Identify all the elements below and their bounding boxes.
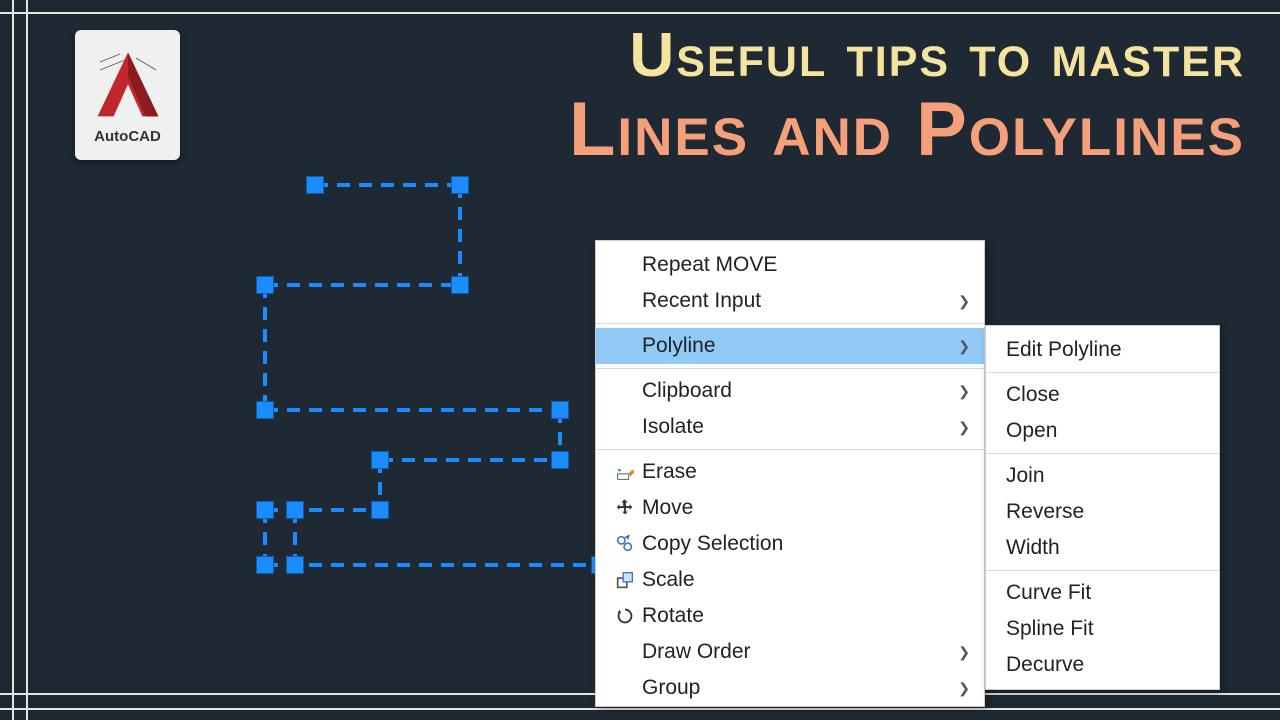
polyline-segment[interactable] [265,563,600,567]
menu-item-label: Draw Order [642,640,958,664]
menu-item-copy-selection[interactable]: Copy Selection [596,526,984,562]
polyline-segment[interactable] [263,285,267,410]
grip-handle[interactable] [306,176,324,194]
menu-item-curve-fit[interactable]: Curve Fit [986,575,1219,611]
menu-item-edit-polyline[interactable]: Edit Polyline [986,332,1219,368]
menu-separator [986,570,1219,571]
grip-handle[interactable] [371,501,389,519]
frame-line [0,708,1280,710]
menu-item-isolate[interactable]: Isolate❯ [596,409,984,445]
menu-separator [596,449,984,450]
menu-item-label: Copy Selection [642,532,970,556]
frame-line [12,0,14,720]
polyline-segment[interactable] [380,458,560,462]
menu-item-label: Group [642,676,958,700]
menu-item-spline-fit[interactable]: Spline Fit [986,611,1219,647]
scale-icon [608,569,642,591]
grip-handle[interactable] [256,401,274,419]
grip-handle[interactable] [551,401,569,419]
menu-item-recent-input[interactable]: Recent Input❯ [596,283,984,319]
menu-item-decurve[interactable]: Decurve [986,647,1219,683]
menu-separator [596,323,984,324]
context-menu[interactable]: Repeat MOVERecent Input❯Polyline❯Clipboa… [595,240,985,707]
menu-item-join[interactable]: Join [986,458,1219,494]
menu-item-draw-order[interactable]: Draw Order❯ [596,634,984,670]
menu-item-label: Repeat MOVE [642,253,970,277]
menu-item-label: Width [1006,536,1205,560]
grip-handle[interactable] [451,276,469,294]
menu-item-clipboard[interactable]: Clipboard❯ [596,373,984,409]
polyline-segment[interactable] [315,183,460,187]
erase-icon [608,461,642,483]
grip-handle[interactable] [551,451,569,469]
grip-handle[interactable] [371,451,389,469]
menu-item-label: Polyline [642,334,958,358]
autocad-a-icon [88,46,168,126]
frame-line [26,0,28,720]
rotate-icon [608,605,642,627]
title-line-2: Lines and Polylines [569,86,1245,173]
grip-handle[interactable] [256,276,274,294]
copy-icon [608,533,642,555]
menu-item-group[interactable]: Group❯ [596,670,984,706]
autocad-label: AutoCAD [94,128,161,145]
autocad-logo: AutoCAD [75,30,180,160]
menu-item-label: Move [642,496,970,520]
menu-item-label: Close [1006,383,1205,407]
grip-handle[interactable] [256,501,274,519]
menu-item-label: Erase [642,460,970,484]
menu-item-width[interactable]: Width [986,530,1219,566]
menu-item-label: Spline Fit [1006,617,1205,641]
menu-item-repeat-move[interactable]: Repeat MOVE [596,247,984,283]
polyline-segment[interactable] [265,283,460,287]
grip-handle[interactable] [286,556,304,574]
menu-item-close[interactable]: Close [986,377,1219,413]
menu-item-label: Scale [642,568,970,592]
menu-separator [986,372,1219,373]
menu-item-label: Rotate [642,604,970,628]
menu-item-label: Recent Input [642,289,958,313]
menu-item-label: Open [1006,419,1205,443]
grip-handle[interactable] [286,501,304,519]
move-icon [608,497,642,519]
submenu-arrow-icon: ❯ [958,644,970,661]
submenu-arrow-icon: ❯ [958,419,970,436]
menu-item-polyline[interactable]: Polyline❯ [596,328,984,364]
menu-separator [986,453,1219,454]
menu-item-label: Reverse [1006,500,1205,524]
menu-item-label: Edit Polyline [1006,338,1205,362]
submenu-arrow-icon: ❯ [958,680,970,697]
menu-item-label: Isolate [642,415,958,439]
frame-line [0,12,1280,14]
polyline-submenu[interactable]: Edit Polyline Close Open Join Reverse Width Cu… [985,325,1220,690]
menu-item-open[interactable]: Open [986,413,1219,449]
menu-item-erase[interactable]: Erase [596,454,984,490]
submenu-arrow-icon: ❯ [958,293,970,310]
polyline-segment[interactable] [265,408,560,412]
polyline-shape[interactable] [210,170,640,570]
menu-item-label: Curve Fit [1006,581,1205,605]
menu-item-move[interactable]: Move [596,490,984,526]
polyline-segment[interactable] [458,185,462,285]
menu-item-reverse[interactable]: Reverse [986,494,1219,530]
grip-handle[interactable] [256,556,274,574]
menu-item-rotate[interactable]: Rotate [596,598,984,634]
polyline-segment[interactable] [265,508,380,512]
submenu-arrow-icon: ❯ [958,383,970,400]
grip-handle[interactable] [451,176,469,194]
menu-item-label: Join [1006,464,1205,488]
title-block: Useful tips to master Lines and Polyline… [569,20,1245,173]
menu-item-label: Clipboard [642,379,958,403]
menu-item-scale[interactable]: Scale [596,562,984,598]
submenu-arrow-icon: ❯ [958,338,970,355]
menu-item-label: Decurve [1006,653,1205,677]
title-line-1: Useful tips to master [569,20,1245,91]
menu-separator [596,368,984,369]
